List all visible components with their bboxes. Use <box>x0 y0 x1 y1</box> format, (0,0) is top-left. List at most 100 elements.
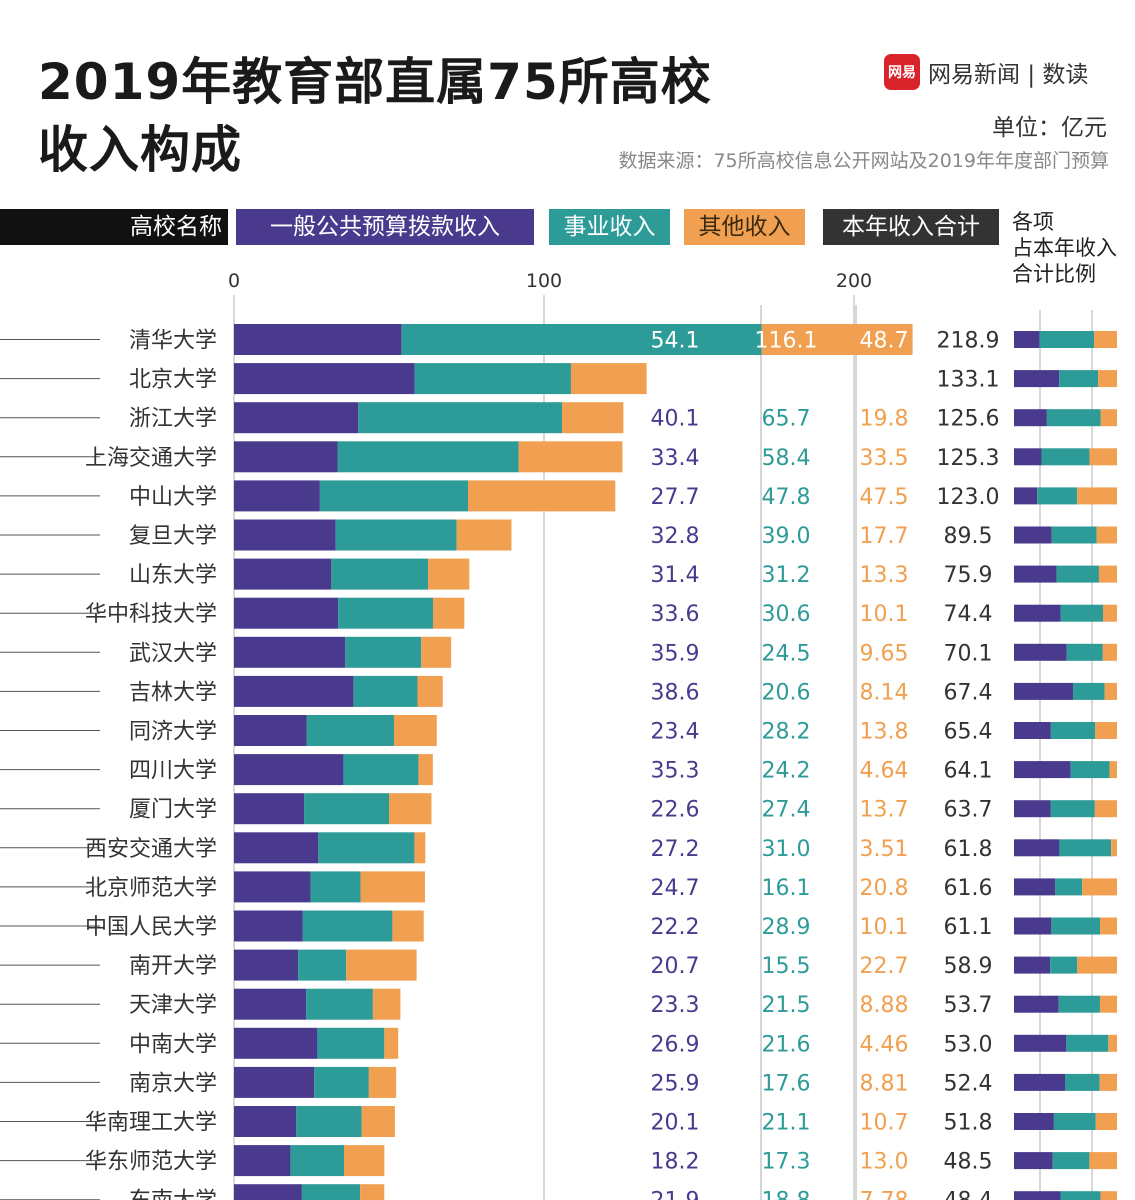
value-gov-budget: 38.6 <box>651 680 700 705</box>
bar-business-income <box>306 988 373 1020</box>
ratio-bar-other-income <box>1099 995 1117 1013</box>
value-gov-budget: 27.2 <box>651 837 700 862</box>
school-name: 华中科技大学 <box>85 602 217 627</box>
ratio-bar-business-income <box>1051 917 1101 935</box>
ratio-bar-gov-budget <box>1014 448 1042 466</box>
value-total-income: 48.5 <box>944 1150 993 1175</box>
x-tick-label: 200 <box>836 270 872 292</box>
bar-other-income <box>346 949 417 981</box>
value-other-income: 20.8 <box>860 876 909 901</box>
value-total-income: 64.1 <box>944 759 993 784</box>
ratio-bar-gov-budget <box>1014 526 1052 544</box>
school-name: 武汉大学 <box>129 641 217 666</box>
ratio-bar-other-income <box>1077 487 1117 505</box>
bar-gov-budget <box>234 1027 318 1059</box>
ratio-bar-gov-budget <box>1014 370 1060 388</box>
bar-other-income <box>561 402 624 434</box>
value-other-income: 17.7 <box>860 524 909 549</box>
ratio-bar-business-income <box>1051 526 1097 544</box>
netease-logo-icon: 网易 <box>884 54 920 90</box>
ratio-bar-gov-budget <box>1014 761 1071 779</box>
ratio-bar-business-income <box>1046 409 1101 427</box>
value-gov-budget: 27.7 <box>651 485 700 510</box>
value-business-income: 58.4 <box>762 446 811 471</box>
value-other-income: 19.8 <box>860 407 909 432</box>
value-gov-budget: 33.6 <box>651 602 700 627</box>
value-other-income: 4.46 <box>860 1032 909 1057</box>
value-business-income: 28.9 <box>762 915 811 940</box>
ratio-bar-other-income <box>1099 1073 1117 1091</box>
bar-gov-budget <box>234 636 346 668</box>
value-business-income: 21.5 <box>762 993 811 1018</box>
ratio-bar-business-income <box>1050 722 1096 739</box>
header-school-name: 高校名称 <box>0 209 228 245</box>
ratio-bar-gov-budget <box>1014 1113 1054 1130</box>
value-total-income: 63.7 <box>944 798 993 823</box>
bar-other-income <box>421 636 452 668</box>
bar-business-income <box>296 1106 362 1137</box>
bar-business-income <box>338 597 434 629</box>
school-name: 东南大学 <box>129 1189 217 1200</box>
school-name: 同济大学 <box>129 720 217 745</box>
school-name: 北京大学 <box>129 368 217 393</box>
ratio-bar-business-income <box>1066 643 1103 661</box>
brand-name: 网易新闻 | 数读 <box>928 55 1088 89</box>
page-title-line2: 收入构成 <box>38 121 242 179</box>
value-total-income: 61.8 <box>944 837 993 862</box>
ratio-bar-business-income <box>1059 839 1112 857</box>
ratio-bar-business-income <box>1050 956 1078 974</box>
value-business-income: 28.2 <box>762 720 811 745</box>
ratio-bar-gov-budget <box>1014 1073 1065 1091</box>
value-gov-budget: 25.9 <box>651 1071 700 1096</box>
bar-business-income <box>318 832 415 864</box>
bar-other-income <box>418 754 433 786</box>
ratio-bar-business-income <box>1059 370 1099 388</box>
value-total-income: 61.1 <box>944 915 993 940</box>
bar-business-income <box>314 1066 369 1098</box>
bar-other-income <box>384 1027 399 1059</box>
ratio-bar-business-income <box>1070 761 1110 779</box>
value-gov-budget: 18.2 <box>651 1150 700 1175</box>
page-title: 2019年教育部直属75所高校 <box>38 53 712 111</box>
value-business-income: 47.8 <box>762 485 811 510</box>
ratio-bar-other-income <box>1104 682 1117 700</box>
value-business-income: 17.6 <box>762 1071 811 1096</box>
school-name: 四川大学 <box>129 759 217 784</box>
value-other-income: 13.3 <box>860 563 909 588</box>
value-other-income: 9.65 <box>860 641 909 666</box>
ratio-bar-gov-budget <box>1014 1152 1053 1170</box>
bar-other-income <box>361 1106 395 1137</box>
bar-business-income <box>310 871 361 903</box>
bar-other-income <box>393 715 437 746</box>
ratio-bar-other-income <box>1100 409 1117 427</box>
ratio-bar-other-income <box>1098 565 1117 583</box>
bar-other-income <box>570 363 647 395</box>
bar-gov-budget <box>234 754 344 786</box>
value-gov-budget: 35.9 <box>651 641 700 666</box>
ratio-bar-other-income <box>1077 956 1117 974</box>
value-other-income: 3.51 <box>860 837 909 862</box>
ratio-bar-gov-budget <box>1014 800 1051 818</box>
value-total-income: 52.4 <box>944 1071 993 1096</box>
bar-business-income <box>319 480 469 512</box>
value-business-income: 16.1 <box>762 876 811 901</box>
value-gov-budget: 20.7 <box>651 954 700 979</box>
ratio-bar-business-income <box>1060 604 1103 622</box>
x-tick-label: 100 <box>526 270 562 292</box>
ratio-bar-business-income <box>1064 1073 1100 1091</box>
value-business-income: 39.0 <box>762 524 811 549</box>
value-gov-budget: 26.9 <box>651 1032 700 1057</box>
value-total-income: 48.4 <box>944 1189 993 1200</box>
ratio-bar-other-income <box>1109 761 1117 779</box>
value-business-income: 31.2 <box>762 563 811 588</box>
x-tick-label: 0 <box>228 270 240 292</box>
bar-other-income <box>433 597 465 629</box>
header-ratio-line1: 各项 <box>1012 210 1054 234</box>
brand: 网易 网易新闻 | 数读 <box>884 54 1088 90</box>
ratio-bar-gov-budget <box>1014 1034 1067 1052</box>
header-business-income: 事业收入 <box>549 209 670 245</box>
ratio-bar-business-income <box>1056 565 1099 583</box>
value-other-income: 24.4 <box>860 368 909 393</box>
value-total-income: 61.6 <box>944 876 993 901</box>
ratio-bar-other-income <box>1095 1113 1117 1130</box>
